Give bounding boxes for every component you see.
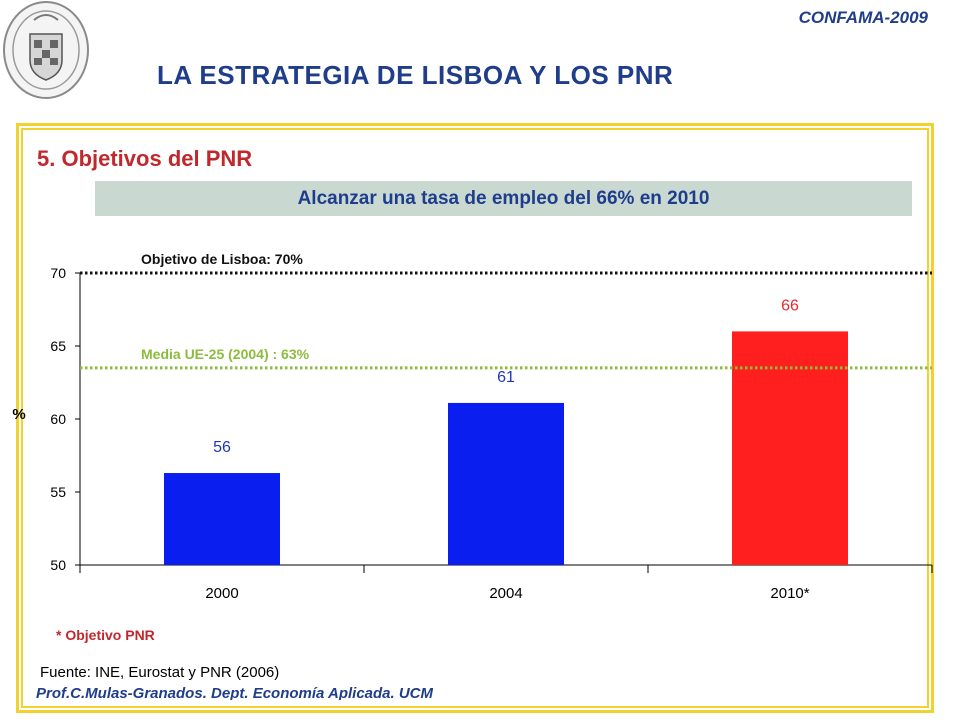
y-axis-title: % <box>12 406 25 423</box>
section-title: 5. Objetivos del PNR <box>37 146 253 171</box>
x-category-label: 2010* <box>770 585 809 602</box>
y-tick-label: 60 <box>50 411 66 427</box>
bar-data-label: 61 <box>497 369 515 386</box>
y-tick-label: 70 <box>50 265 66 281</box>
lisbon-target-label: Objetivo de Lisboa: 70% <box>141 251 303 267</box>
header-org-label: CONFAMA-2009 <box>798 8 928 27</box>
eu25-average-label: Media UE-25 (2004) : 63% <box>141 346 310 362</box>
bar-2010-star <box>732 331 848 565</box>
university-seal-logo <box>3 1 89 99</box>
y-tick-label: 55 <box>50 484 66 500</box>
y-tick-label: 50 <box>50 557 66 573</box>
content-frame <box>16 123 934 713</box>
x-category-label: 2000 <box>205 585 238 602</box>
page-title: LA ESTRATEGIA DE LISBOA Y LOS PNR <box>157 60 674 90</box>
footnote: * Objetivo PNR <box>56 627 155 643</box>
bar-2004 <box>448 402 564 565</box>
bar-data-label: 66 <box>781 297 799 314</box>
objective-banner: Alcanzar una tasa de empleo del 66% en 2… <box>95 181 912 216</box>
bar-2000 <box>164 473 280 565</box>
author-credit: Prof.C.Mulas-Granados. Dept. Economía Ap… <box>36 685 434 700</box>
bar-data-label: 56 <box>213 439 231 456</box>
source-note: Fuente: INE, Eurostat y PNR (2006) <box>40 664 280 681</box>
x-category-label: 2004 <box>489 585 522 602</box>
y-tick-label: 65 <box>50 338 66 354</box>
